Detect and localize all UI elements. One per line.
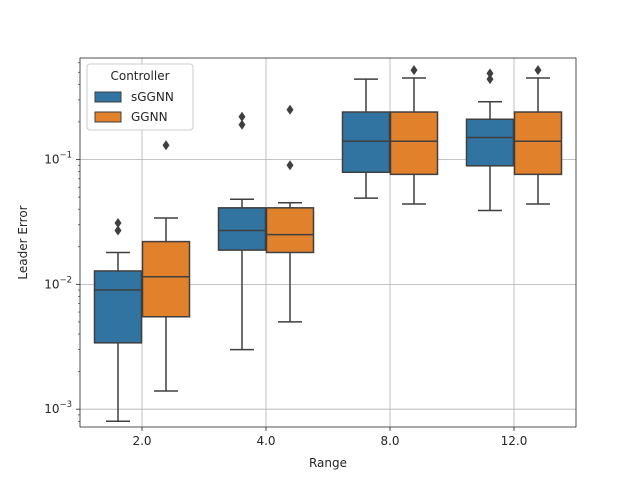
x-axis-ticks: 2.0 4.0 8.0 12.0 [132,427,527,448]
box-body [93,270,143,344]
box-ggnn-12.0 [513,65,563,205]
box-series [93,65,563,423]
y-tick-label: 10−1 [44,150,72,166]
outlier-point [486,68,494,79]
box-body [265,207,315,254]
box-sggnn-12.0 [465,68,515,212]
box-ggnn-2.0 [141,140,191,392]
y-axis-ticks: 10−3 10−2 10−1 [44,62,80,422]
outlier-point [238,111,246,122]
legend-swatch-sggnn [94,91,122,103]
box-body [465,118,515,167]
outlier-point [286,104,294,115]
outlier-point [238,119,246,130]
plot-frame [79,57,577,428]
legend: Controller sGGNN GGNN [86,63,194,131]
box-body [217,207,267,251]
box-sggnn-8.0 [341,78,391,199]
y-axis-label: Leader Error [16,205,30,279]
legend-label-ggnn: GGNN [131,110,168,124]
outlier-point [410,65,418,76]
box-sggnn-4.0 [217,111,267,351]
legend-label-sggnn: sGGNN [131,90,174,104]
outlier-point [162,140,170,151]
box-body [513,111,563,176]
y-tick-label: 10−3 [44,400,72,416]
outlier-point [286,160,294,171]
legend-swatch-ggnn [94,111,122,123]
outlier-point [486,74,494,85]
box-body [389,111,439,176]
box-body [141,240,191,318]
outlier-point [114,225,122,236]
y-tick-label: 10−2 [44,275,72,291]
box-sggnn-2.0 [93,217,143,423]
x-axis-label: Range [309,456,347,470]
box-ggnn-8.0 [389,65,439,205]
x-tick-label: 12.0 [501,434,528,448]
box-body [341,111,391,174]
box-ggnn-4.0 [265,104,315,323]
outlier-point [114,217,122,228]
x-tick-label: 4.0 [256,434,275,448]
x-tick-label: 2.0 [132,434,151,448]
x-tick-label: 8.0 [380,434,399,448]
legend-title: Controller [110,69,169,83]
outlier-point [534,65,542,76]
